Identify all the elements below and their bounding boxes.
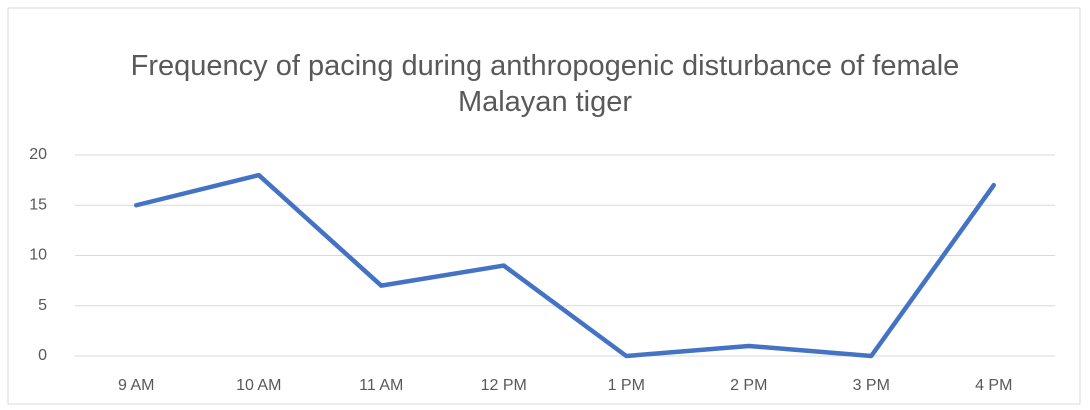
x-tick-label: 10 AM [236,377,281,394]
y-tick-label: 5 [38,297,47,314]
y-tick-label: 0 [38,347,47,364]
y-tick-label: 15 [29,196,47,213]
y-tick-label: 20 [29,146,47,163]
x-tick-label: 1 PM [608,377,645,394]
x-tick-label: 3 PM [853,377,890,394]
x-tick-label: 4 PM [975,377,1012,394]
series-line [134,172,996,359]
chart-title: Frequency of pacing during anthropogenic… [130,50,960,118]
x-tick-label: 9 AM [118,377,154,394]
y-tick-label: 10 [29,247,47,264]
chart-frame [7,7,1081,405]
x-tick-label: 11 AM [359,377,403,394]
x-tick-label: 2 PM [730,377,767,394]
x-tick-label: 12 PM [481,377,527,394]
